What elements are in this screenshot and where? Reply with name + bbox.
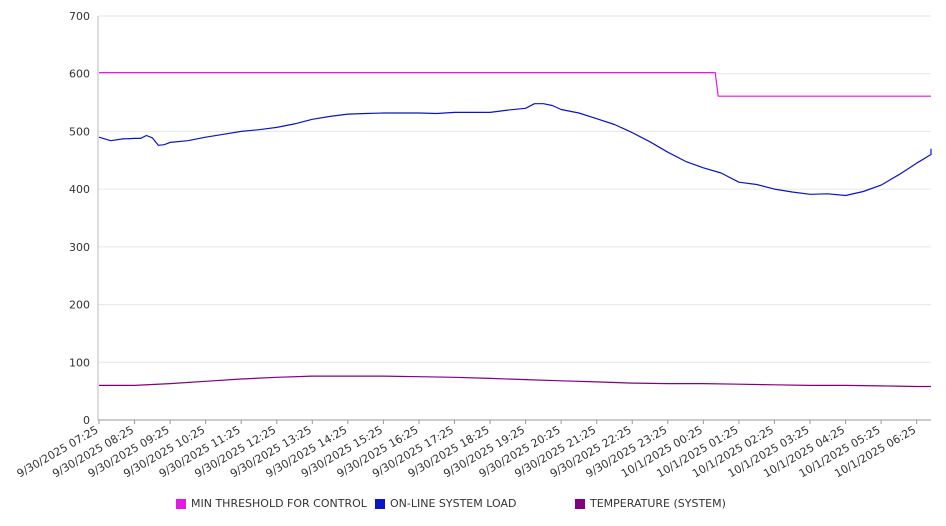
legend-item-temperature[interactable]: TEMPERATURE (SYSTEM) <box>575 497 726 510</box>
series-lines <box>98 71 932 388</box>
series-line-1 <box>98 103 932 197</box>
y-tick-label: 500 <box>69 125 90 138</box>
y-tick-label: 200 <box>69 299 90 312</box>
legend-label-system-load: ON-LINE SYSTEM LOAD <box>390 497 517 510</box>
grid-lines <box>98 15 931 363</box>
y-tick-label: 700 <box>69 10 90 23</box>
legend: MIN THRESHOLD FOR CONTROL ON-LINE SYSTEM… <box>0 497 946 515</box>
legend-swatch-temperature <box>575 498 585 509</box>
series-line-2 <box>99 375 931 388</box>
legend-label-min-threshold: MIN THRESHOLD FOR CONTROL <box>191 497 367 510</box>
legend-item-min-threshold[interactable]: MIN THRESHOLD FOR CONTROL <box>176 497 367 510</box>
y-tick-label: 400 <box>69 183 90 196</box>
y-tick-label: 100 <box>69 356 90 369</box>
y-tick-label: 300 <box>69 241 90 254</box>
y-tick-label: 0 <box>83 414 90 427</box>
y-tick-label: 600 <box>69 68 90 81</box>
axes <box>97 16 931 424</box>
series-line-0 <box>99 71 931 97</box>
legend-swatch-min-threshold <box>176 498 186 509</box>
legend-item-system-load[interactable]: ON-LINE SYSTEM LOAD <box>375 497 516 510</box>
legend-swatch-system-load <box>375 498 385 509</box>
x-axis-tick-labels: 9/30/2025 07:259/30/2025 08:259/30/2025 … <box>15 423 918 480</box>
legend-label-temperature: TEMPERATURE (SYSTEM) <box>590 497 726 510</box>
y-axis-tick-labels: 0 100 200 300 400 500 600 700 <box>69 10 90 427</box>
